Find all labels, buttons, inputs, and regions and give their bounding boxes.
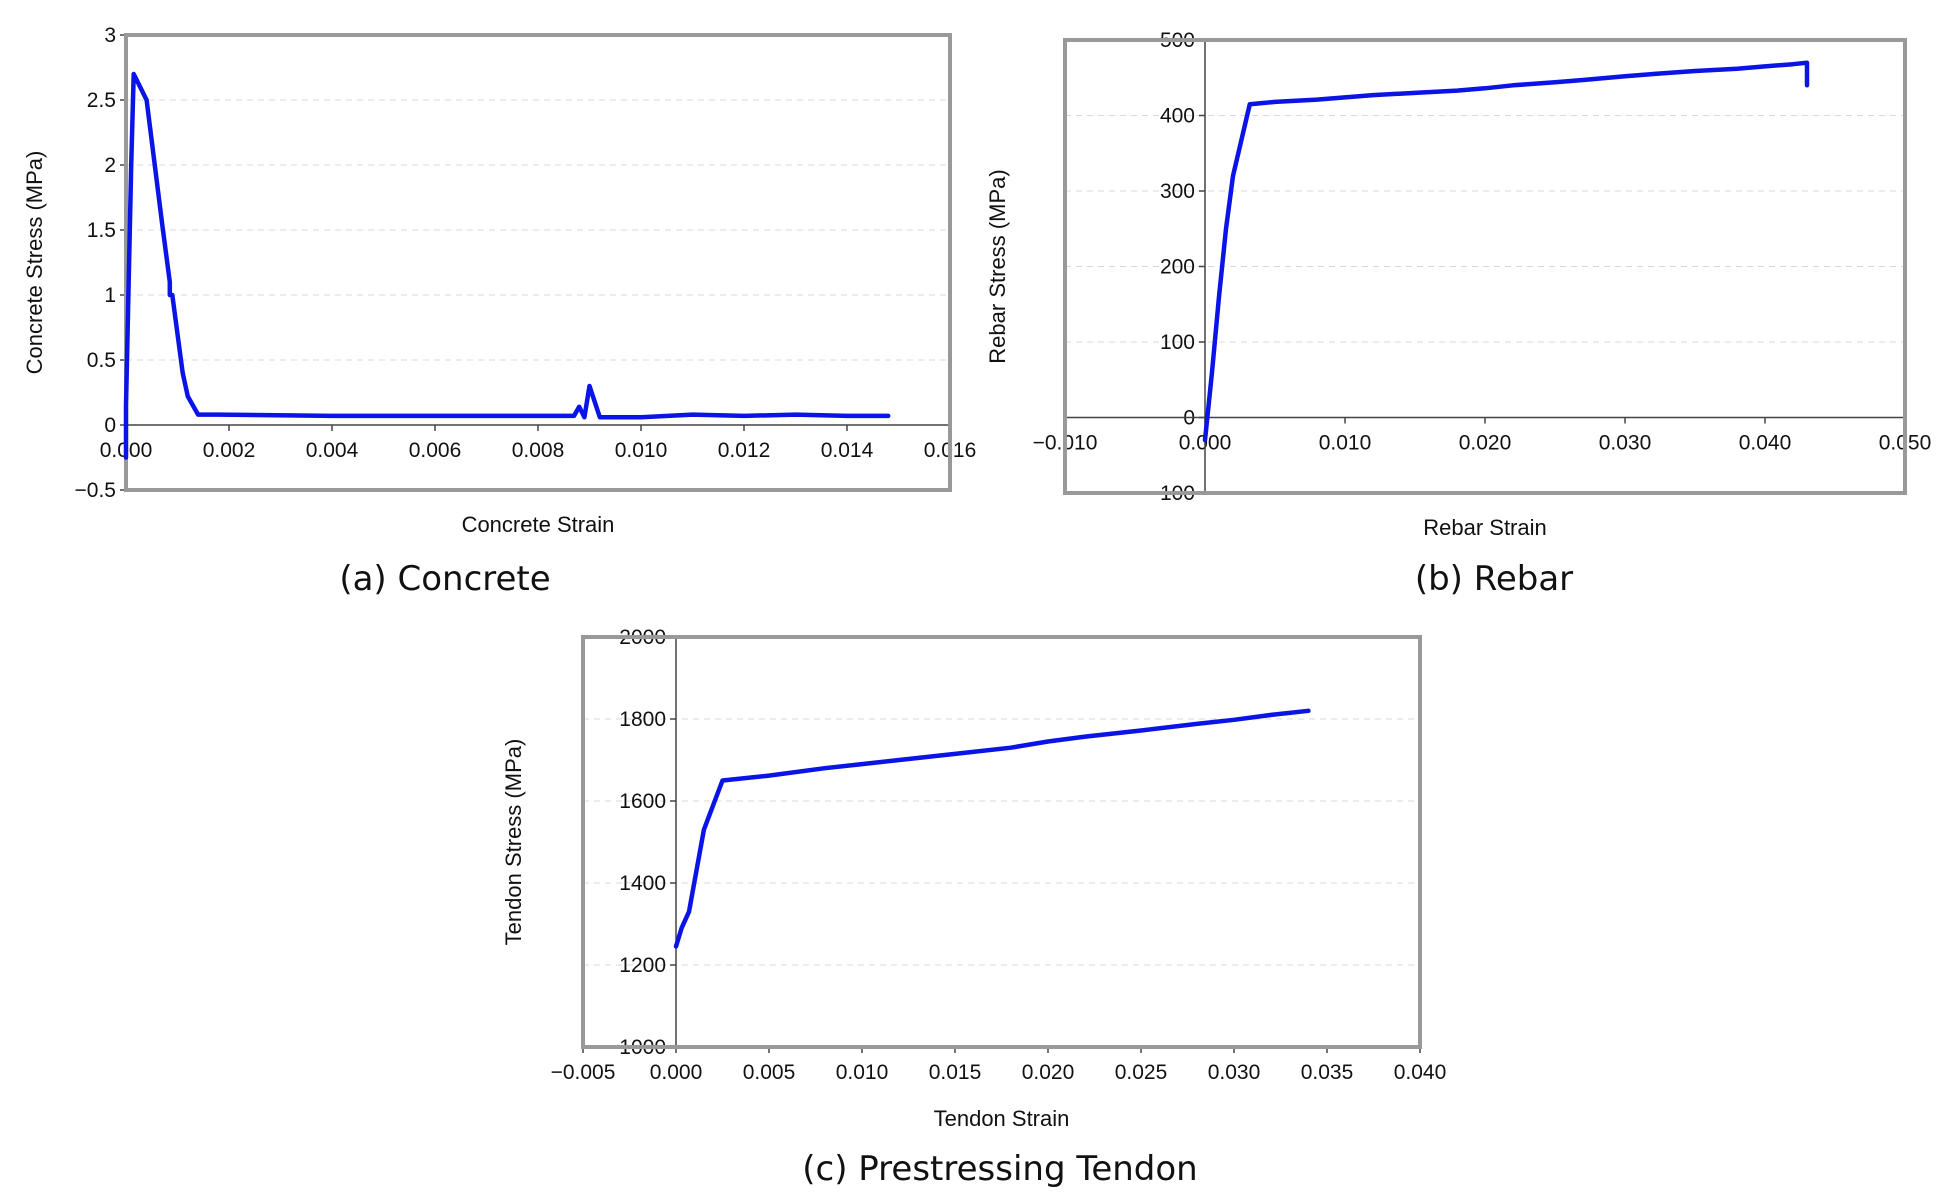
x-tick-label: 0.040 — [1739, 432, 1792, 455]
x-tick-label: 0.000 — [650, 1061, 703, 1084]
x-tick-label: 0.030 — [1208, 1061, 1261, 1084]
y-tick-label: 2.5 — [87, 89, 116, 112]
y-axis-label: Concrete Stress (MPa) — [22, 151, 47, 375]
x-tick-label: 0.006 — [409, 439, 462, 462]
x-tick-label: 0.030 — [1599, 432, 1652, 455]
x-tick-label: 0.014 — [821, 439, 874, 462]
x-tick-label: 0.008 — [512, 439, 565, 462]
y-tick-label: 100 — [1160, 331, 1195, 354]
x-axis-label: Rebar Strain — [1423, 515, 1547, 540]
y-tick-label: 400 — [1160, 105, 1195, 128]
series-line — [123, 71, 891, 460]
y-tick-label: 0.5 — [87, 349, 116, 372]
chart-caption: (c) Prestressing Tendon — [802, 1149, 1197, 1189]
x-tick-label: 0.005 — [743, 1061, 796, 1084]
chart-panel-1: −0.500.511.522.530.000 0.002 0.004 0.006 0.0… — [22, 24, 976, 599]
x-tick-label: 0.010 — [1319, 432, 1372, 455]
y-tick-label: −0.5 — [75, 479, 116, 502]
series-line — [673, 708, 1311, 949]
y-tick-label: 1400 — [619, 872, 666, 895]
series-line — [1202, 60, 1810, 443]
y-tick-label: 3 — [104, 24, 116, 47]
x-tick-label: 0.015 — [929, 1061, 982, 1084]
x-tick-label: 0.035 — [1301, 1061, 1354, 1084]
x-axis-label: Concrete Strain — [462, 512, 615, 537]
x-tick-label: 0.025 — [1115, 1061, 1168, 1084]
y-tick-label: 200 — [1160, 256, 1195, 279]
chart-caption: (a) Concrete — [339, 559, 550, 599]
x-tick-label: 0.002 — [203, 439, 256, 462]
x-tick-label: 0.004 — [306, 439, 359, 462]
y-tick-label: 1600 — [619, 790, 666, 813]
y-tick-label: 1 — [104, 284, 116, 307]
x-tick-label: 0.040 — [1394, 1061, 1447, 1084]
y-tick-label: 1.5 — [87, 219, 116, 242]
x-tick-label: 0.020 — [1022, 1061, 1075, 1084]
y-tick-label: 0 — [104, 414, 116, 437]
y-tick-label: 1800 — [619, 708, 666, 731]
plot-frame — [1063, 38, 1907, 495]
x-axis-label: Tendon Strain — [934, 1106, 1070, 1131]
plot-frame — [581, 635, 1422, 1049]
chart-caption: (b) Rebar — [1415, 559, 1573, 599]
y-tick-label: 1200 — [619, 954, 666, 977]
plot-frame — [124, 33, 952, 492]
x-tick-label: 0.020 — [1459, 432, 1512, 455]
x-tick-label: −0.005 — [551, 1061, 616, 1084]
x-tick-label: 0.010 — [836, 1061, 889, 1084]
x-tick-label: 0.010 — [615, 439, 668, 462]
y-axis-label: Tendon Stress (MPa) — [501, 739, 526, 946]
y-axis-label: Rebar Stress (MPa) — [985, 169, 1010, 363]
y-tick-label: 300 — [1160, 180, 1195, 203]
y-tick-label: 2 — [104, 154, 116, 177]
x-tick-label: 0.012 — [718, 439, 771, 462]
